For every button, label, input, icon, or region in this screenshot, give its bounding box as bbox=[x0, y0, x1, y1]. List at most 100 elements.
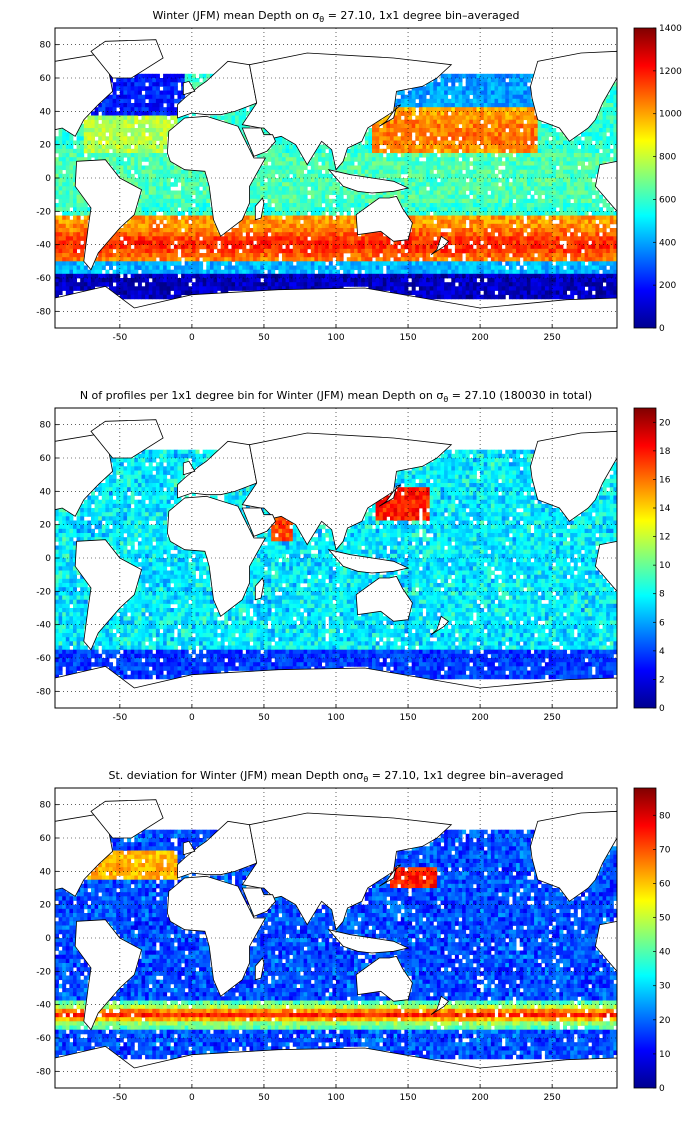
heatmap-cell bbox=[426, 294, 431, 300]
heatmap-cell bbox=[516, 107, 521, 112]
heatmap-cell bbox=[462, 186, 467, 191]
heatmap-cell bbox=[386, 165, 391, 171]
heatmap-cell bbox=[519, 115, 524, 121]
heatmap-cell bbox=[530, 153, 535, 158]
heatmap-cell bbox=[282, 173, 286, 179]
heatmap-cell bbox=[199, 173, 204, 179]
heatmap-cell bbox=[530, 257, 535, 262]
heatmap-cell bbox=[469, 286, 474, 291]
heatmap-cell bbox=[541, 278, 546, 283]
heatmap-cell bbox=[526, 236, 531, 241]
heatmap-cell bbox=[361, 203, 366, 208]
heatmap-cell bbox=[462, 128, 467, 133]
heatmap-cell bbox=[83, 219, 88, 225]
heatmap-cell bbox=[274, 228, 279, 233]
heatmap-cell bbox=[429, 103, 434, 108]
heatmap-cell bbox=[76, 257, 81, 262]
heatmap-cell bbox=[498, 290, 503, 296]
heatmap-cell bbox=[512, 119, 517, 125]
heatmap-cell bbox=[487, 186, 492, 191]
heatmap-cell bbox=[465, 207, 470, 212]
heatmap-cell bbox=[318, 190, 322, 196]
heatmap-cell bbox=[440, 248, 445, 254]
heatmap-cell bbox=[483, 223, 488, 229]
heatmap-cell bbox=[490, 144, 495, 150]
heatmap-cell bbox=[501, 94, 506, 100]
heatmap-cell bbox=[537, 219, 542, 225]
heatmap-cell bbox=[490, 161, 495, 166]
heatmap-cell bbox=[101, 136, 106, 141]
heatmap-cell bbox=[159, 282, 164, 287]
heatmap-cell bbox=[119, 153, 124, 158]
heatmap-cell bbox=[130, 94, 135, 100]
heatmap-cell bbox=[469, 190, 474, 196]
heatmap-cell bbox=[451, 103, 456, 108]
heatmap-cell bbox=[260, 165, 265, 171]
heatmap-cell bbox=[487, 273, 492, 279]
heatmap-cell bbox=[238, 244, 243, 250]
heatmap-cell bbox=[163, 248, 168, 254]
heatmap-cell bbox=[224, 232, 229, 237]
heatmap-cell bbox=[508, 78, 513, 83]
heatmap-cell bbox=[426, 194, 431, 200]
heatmap-cell bbox=[354, 153, 358, 158]
heatmap-cell bbox=[393, 103, 398, 108]
heatmap-cell bbox=[253, 282, 258, 287]
heatmap-cell bbox=[76, 207, 81, 212]
heatmap-cell bbox=[184, 240, 189, 246]
heatmap-cell bbox=[516, 128, 521, 133]
heatmap-cell bbox=[465, 273, 470, 279]
heatmap-cell bbox=[166, 194, 171, 200]
heatmap-cell bbox=[278, 278, 283, 283]
heatmap-cell bbox=[350, 161, 355, 166]
heatmap-cell bbox=[177, 211, 182, 216]
heatmap-cell bbox=[163, 228, 168, 233]
heatmap-cell bbox=[469, 90, 474, 96]
heatmap-cell bbox=[364, 273, 369, 279]
heatmap-cell bbox=[310, 186, 315, 191]
heatmap-cell bbox=[159, 123, 164, 129]
heatmap-cell bbox=[152, 215, 157, 221]
heatmap-cell bbox=[278, 182, 283, 187]
heatmap-cell bbox=[408, 240, 413, 246]
heatmap-cell bbox=[537, 232, 542, 237]
heatmap-cell bbox=[127, 219, 132, 225]
heatmap-cell bbox=[300, 215, 304, 221]
heatmap-cell bbox=[534, 286, 539, 291]
heatmap-cell bbox=[127, 282, 132, 287]
heatmap-cell bbox=[375, 128, 380, 133]
heatmap-cell bbox=[454, 273, 459, 279]
heatmap-cell bbox=[440, 273, 445, 279]
heatmap-cell bbox=[480, 278, 485, 283]
heatmap-cell bbox=[199, 219, 204, 225]
heatmap-cell bbox=[109, 107, 113, 112]
heatmap-cell bbox=[65, 186, 70, 191]
heatmap-cell bbox=[433, 82, 438, 87]
heatmap-cell bbox=[159, 165, 164, 171]
heatmap-cell bbox=[296, 282, 301, 287]
heatmap-cell bbox=[534, 144, 539, 150]
heatmap-cell bbox=[476, 269, 481, 275]
heatmap-cell bbox=[429, 119, 434, 125]
heatmap-cell bbox=[541, 148, 546, 154]
heatmap-cell bbox=[282, 269, 286, 275]
heatmap-cell bbox=[368, 244, 373, 250]
heatmap-cell bbox=[296, 165, 301, 171]
heatmap-cell bbox=[541, 173, 546, 179]
heatmap-cell bbox=[508, 123, 513, 129]
heatmap-cell bbox=[199, 194, 204, 200]
heatmap-cell bbox=[544, 203, 549, 208]
heatmap-cell bbox=[296, 186, 301, 191]
heatmap-cell bbox=[501, 178, 506, 183]
heatmap-cell bbox=[490, 82, 495, 87]
heatmap-cell bbox=[426, 103, 431, 108]
heatmap-cell bbox=[325, 144, 330, 150]
heatmap-cell bbox=[58, 290, 63, 296]
heatmap-cell bbox=[541, 136, 546, 141]
heatmap-cell bbox=[472, 140, 477, 146]
heatmap-cell bbox=[372, 282, 376, 287]
heatmap-cell bbox=[422, 253, 427, 258]
heatmap-cell bbox=[483, 194, 488, 200]
heatmap-cell bbox=[58, 161, 63, 166]
heatmap-cell bbox=[123, 232, 128, 237]
